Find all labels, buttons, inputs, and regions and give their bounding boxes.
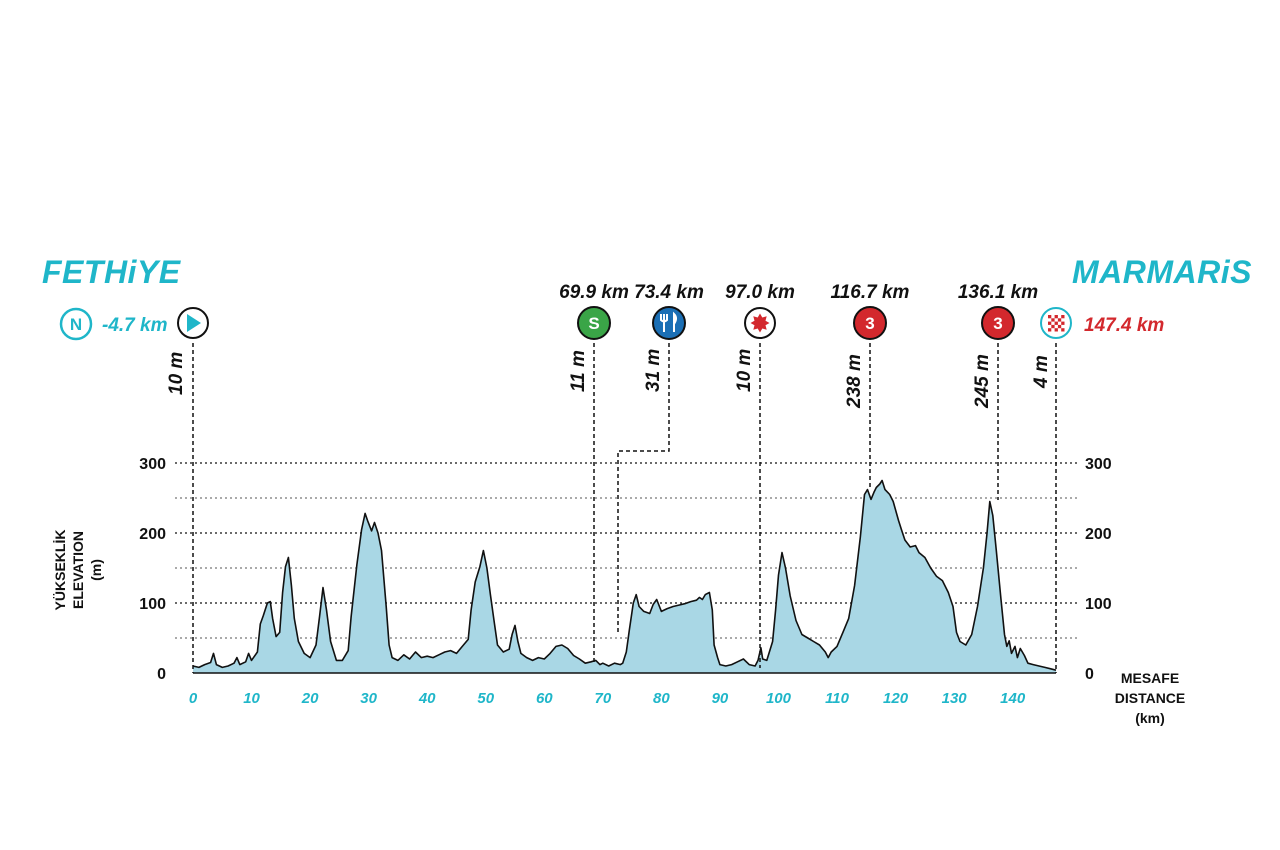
x-tick-130: 130 xyxy=(942,690,968,707)
checker-square xyxy=(1061,321,1065,325)
start-flag-icon xyxy=(177,307,209,339)
climb-icon: 3 xyxy=(981,306,1015,340)
y-tick-right-200: 200 xyxy=(1085,526,1112,543)
fork-knife-icon xyxy=(660,311,677,332)
point-elevation-label-2: 10 m xyxy=(734,349,755,392)
x-tick-10: 10 xyxy=(243,690,260,707)
checker-square xyxy=(1057,324,1062,329)
finish-flag-icon xyxy=(1040,307,1072,339)
checker-square xyxy=(1048,315,1052,319)
climb-icon-circle xyxy=(981,306,1015,340)
point-km-label-1: 73.4 km xyxy=(634,282,704,303)
y-tick-left-0: 0 xyxy=(157,666,166,683)
x-tick-110: 110 xyxy=(825,690,850,707)
y-tick-left-200: 200 xyxy=(139,526,166,543)
checker-square xyxy=(1048,328,1052,332)
y-tick-right-0: 0 xyxy=(1085,666,1094,683)
x-tick-80: 80 xyxy=(653,690,670,707)
x-tick-90: 90 xyxy=(712,690,729,707)
sprint-icon-letter: S xyxy=(588,314,599,333)
y-title-en: ELEVATION xyxy=(70,531,86,609)
point-km-label-0: 69.9 km xyxy=(559,282,629,303)
y-tick-left-100: 100 xyxy=(139,596,166,613)
elevation-profile-line xyxy=(192,479,1057,671)
point-km-label-2: 97.0 km xyxy=(725,282,795,303)
feed-icon xyxy=(652,306,686,340)
finish-city-title: MARMARiS xyxy=(1072,254,1252,290)
y-axis-title: YÜKSEKLİK ELEVATION (m) xyxy=(52,530,104,611)
point-km-label-4: 136.1 km xyxy=(958,282,1038,303)
x-tick-60: 60 xyxy=(536,690,553,707)
checker-square xyxy=(1051,318,1055,322)
marker-guide-lines xyxy=(192,343,1057,673)
finish-km-label: 147.4 km xyxy=(1084,315,1164,336)
start-elevation-label: 10 m xyxy=(166,352,187,395)
checker-square xyxy=(1054,315,1058,319)
checker-square xyxy=(1061,315,1065,319)
start-city-title: FETHiYE xyxy=(42,254,182,290)
point-km-label-3: 116.7 km xyxy=(831,282,910,303)
checker-square xyxy=(1057,318,1062,322)
elevation-profile-area xyxy=(193,480,1056,673)
bonus-icon-star xyxy=(750,313,770,333)
sprint-icon: S xyxy=(577,306,611,340)
checker-square xyxy=(1051,324,1055,329)
checker-square xyxy=(1054,321,1058,325)
sprint-icon-circle xyxy=(577,306,611,340)
checker-square xyxy=(1054,328,1058,332)
y-title-unit: (m) xyxy=(88,559,104,581)
x-axis-ticks: 0 10 20 30 40 50 60 70 80 90 100 110 120 130 140 xyxy=(189,690,1026,707)
climb-icon-letter: 3 xyxy=(993,314,1002,333)
neutral-label: N xyxy=(70,315,82,334)
x-tick-140: 140 xyxy=(1000,690,1026,707)
climb-icon-circle xyxy=(853,306,887,340)
neutral-start-icon: N xyxy=(59,307,93,341)
point-elevation-label-4: 245 m xyxy=(972,354,993,409)
point-elevation-label-0: 11 m xyxy=(568,350,589,392)
y-title-tr: YÜKSEKLİK xyxy=(52,530,68,611)
x-tick-120: 120 xyxy=(883,690,909,707)
x-title-tr: MESAFE xyxy=(1121,670,1179,686)
y-tick-right-100: 100 xyxy=(1085,596,1112,613)
y-axis-ticks: 0 0 100 100 200 200 300 300 xyxy=(139,456,1112,683)
climb-icon-letter: 3 xyxy=(865,314,874,333)
x-tick-30: 30 xyxy=(360,690,377,707)
checker-square xyxy=(1048,321,1052,325)
climb-icon: 3 xyxy=(853,306,887,340)
x-title-en: DISTANCE xyxy=(1115,690,1186,706)
point-elevation-label-3: 238 m xyxy=(844,354,865,409)
finish-elevation-label: 4 m xyxy=(1031,355,1052,389)
x-tick-0: 0 xyxy=(189,690,198,707)
feed-guide-line xyxy=(617,343,670,633)
y-tick-left-300: 300 xyxy=(139,456,166,473)
x-tick-40: 40 xyxy=(418,690,436,707)
route-markers: 69.9 km S 11 m 73.4 km 31 m 97.0 km 10 m 116.7 … xyxy=(559,282,1038,409)
x-tick-100: 100 xyxy=(766,690,792,707)
x-tick-50: 50 xyxy=(477,690,494,707)
bonus-icon xyxy=(744,307,776,339)
y-tick-right-300: 300 xyxy=(1085,456,1112,473)
x-title-unit: (km) xyxy=(1135,710,1165,726)
point-elevation-label-1: 31 m xyxy=(643,349,664,392)
x-tick-70: 70 xyxy=(594,690,611,707)
x-tick-20: 20 xyxy=(301,690,319,707)
checker-square xyxy=(1061,328,1065,332)
feed-icon-circle xyxy=(652,306,686,340)
neutral-km-label: -4.7 km xyxy=(102,315,168,336)
